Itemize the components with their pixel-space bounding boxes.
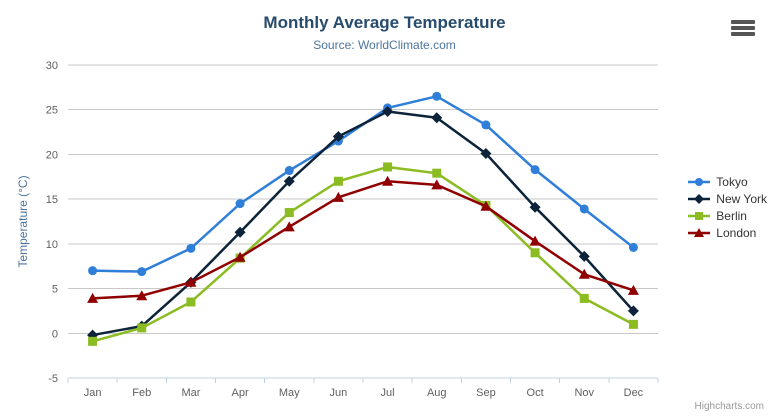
data-point-marker[interactable] (186, 297, 196, 307)
data-point-marker[interactable] (579, 204, 589, 214)
x-axis-label: Jul (381, 387, 395, 399)
chart-title: Monthly Average Temperature (263, 13, 506, 32)
y-axis-label: 30 (46, 60, 58, 72)
series-tokyo (88, 91, 638, 277)
data-point-marker[interactable] (530, 165, 540, 175)
data-point-marker[interactable] (332, 131, 344, 143)
data-point-marker[interactable] (694, 194, 705, 204)
series-line-new-york[interactable] (91, 110, 635, 337)
y-axis-title: Temperature (°C) (16, 175, 30, 267)
y-axis-label: 20 (46, 149, 58, 161)
data-point-marker[interactable] (432, 168, 442, 178)
x-axis-label: Apr (232, 387, 249, 399)
data-point-marker[interactable] (481, 120, 491, 130)
credits-link[interactable]: Highcharts.com (694, 401, 764, 412)
data-point-marker[interactable] (87, 292, 99, 303)
legend-label: Tokyo (716, 175, 748, 189)
x-axis-label: Dec (624, 387, 644, 399)
data-point-marker[interactable] (627, 305, 639, 317)
data-point-marker[interactable] (432, 91, 442, 101)
y-axis-label: 5 (52, 284, 58, 296)
series-line-london[interactable] (91, 180, 635, 300)
x-axis-label: Jan (84, 387, 102, 399)
data-point-marker[interactable] (431, 179, 443, 190)
data-point-marker[interactable] (284, 166, 294, 176)
data-point-marker[interactable] (137, 323, 147, 333)
data-point-marker[interactable] (431, 112, 443, 124)
data-point-marker[interactable] (333, 176, 343, 186)
legend-item-berlin[interactable]: Berlin (687, 209, 767, 223)
legend-label: London (716, 226, 757, 240)
legend-marker-triangle-icon (688, 228, 711, 237)
data-point-marker[interactable] (480, 148, 492, 160)
data-point-marker[interactable] (480, 200, 492, 211)
y-axis-label: -5 (48, 373, 58, 385)
data-point-marker[interactable] (383, 162, 393, 172)
data-point-marker[interactable] (579, 293, 589, 303)
data-point-marker[interactable] (185, 276, 197, 287)
data-point-marker[interactable] (283, 175, 295, 187)
data-point-marker[interactable] (529, 201, 541, 213)
legend-marker-square-icon (688, 212, 711, 220)
data-point-marker[interactable] (186, 243, 196, 253)
x-axis-label: May (279, 387, 300, 399)
legend-marker-circle-icon (688, 178, 711, 186)
data-point-marker[interactable] (88, 266, 98, 276)
x-axis-label: Oct (527, 387, 544, 399)
chart-subtitle: Source: WorldClimate.com (313, 38, 456, 52)
data-point-marker[interactable] (234, 226, 246, 238)
x-axis-label: Mar (181, 387, 200, 399)
data-point-marker[interactable] (382, 175, 394, 186)
data-point-marker[interactable] (628, 319, 638, 329)
data-point-marker[interactable] (136, 290, 148, 301)
x-axis-label: Sep (476, 387, 496, 399)
series-london (87, 175, 639, 303)
data-point-marker[interactable] (695, 212, 704, 220)
data-point-marker[interactable] (382, 106, 394, 118)
data-point-marker[interactable] (88, 336, 98, 346)
data-point-marker[interactable] (283, 221, 295, 232)
data-point-marker[interactable] (284, 208, 294, 218)
data-point-marker[interactable] (627, 284, 639, 295)
y-axis-label: 15 (46, 194, 58, 206)
data-point-marker[interactable] (628, 242, 638, 252)
legend-item-tokyo[interactable]: Tokyo (687, 175, 767, 189)
data-point-marker[interactable] (530, 248, 540, 258)
data-point-marker[interactable] (137, 267, 147, 277)
series-new-york (87, 106, 639, 341)
x-axis-label: Feb (132, 387, 151, 399)
legend-label: New York (716, 192, 767, 206)
x-axis-label: Aug (427, 387, 447, 399)
legend-label: Berlin (716, 209, 747, 223)
series-line-tokyo[interactable] (91, 95, 635, 273)
legend-item-new-york[interactable]: New York (687, 192, 767, 206)
x-axis-label: Jun (330, 387, 348, 399)
data-point-marker[interactable] (695, 178, 704, 186)
data-point-marker[interactable] (694, 228, 705, 237)
chart-legend: Tokyo New York Berlin London (687, 175, 767, 240)
series-line-berlin[interactable] (91, 165, 635, 343)
data-point-marker[interactable] (235, 199, 245, 209)
data-point-marker[interactable] (332, 191, 344, 202)
hamburger-icon (731, 20, 755, 36)
legend-item-london[interactable]: London (687, 226, 767, 240)
legend-marker-diamond-icon (688, 194, 711, 204)
x-axis-label: Nov (574, 387, 594, 399)
export-menu-button[interactable] (728, 16, 758, 40)
data-point-marker[interactable] (234, 251, 246, 262)
y-axis-label: 25 (46, 105, 58, 117)
data-point-marker[interactable] (578, 250, 590, 262)
y-axis-label: 0 (52, 328, 58, 340)
y-axis-label: 10 (46, 239, 58, 251)
data-point-marker[interactable] (529, 235, 541, 246)
data-point-marker[interactable] (578, 268, 590, 279)
